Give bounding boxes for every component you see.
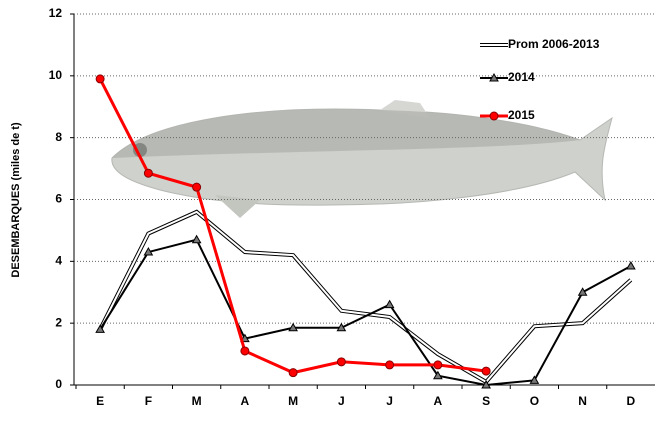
fish-illustration: [111, 100, 613, 218]
series-line: [99, 238, 632, 387]
y-tick-label: 10: [49, 68, 63, 82]
y-tick-label: 4: [55, 254, 62, 268]
point: [481, 379, 491, 389]
y-tick-label: 8: [55, 130, 62, 144]
point: [240, 346, 250, 356]
point: [529, 375, 540, 384]
x-tick-label: A: [241, 394, 250, 408]
y-tick-label: 0: [55, 377, 62, 391]
x-tick-label: J: [386, 394, 393, 408]
x-tick-label: J: [338, 394, 345, 408]
x-tick-label: A: [434, 394, 443, 408]
point: [626, 260, 636, 270]
point: [336, 357, 346, 367]
point: [433, 370, 443, 380]
legend-label: Prom 2006-2013: [508, 37, 600, 51]
point: [577, 287, 588, 296]
y-tick-label: 2: [55, 315, 62, 329]
series-line: [98, 209, 633, 385]
point: [288, 368, 298, 378]
x-tick-label: N: [578, 394, 587, 408]
point: [433, 360, 443, 370]
x-tick-label: S: [482, 394, 490, 408]
y-axis-label: DESEMBARQUES (miles de t): [10, 122, 22, 278]
x-tick-label: F: [145, 394, 152, 408]
point: [385, 360, 395, 370]
legend-label: 2015: [508, 108, 535, 122]
legend-marker: [489, 72, 499, 82]
point: [481, 366, 491, 376]
x-tick-label: E: [96, 394, 104, 408]
legend-label: 2014: [508, 70, 535, 84]
legend-marker: [489, 111, 499, 121]
x-tick-label: M: [192, 394, 202, 408]
x-tick-label: D: [627, 394, 636, 408]
point: [143, 168, 153, 178]
point: [143, 247, 154, 256]
point: [336, 322, 347, 332]
point: [384, 299, 395, 309]
x-tick-label: O: [530, 394, 539, 408]
point: [192, 182, 202, 192]
point: [95, 74, 105, 84]
point: [191, 234, 202, 244]
x-tick-label: M: [288, 394, 298, 408]
point: [95, 324, 105, 333]
series-line-inner: [99, 210, 632, 384]
y-tick-label: 12: [49, 6, 63, 20]
point: [288, 322, 298, 332]
y-tick-label: 6: [55, 192, 62, 206]
